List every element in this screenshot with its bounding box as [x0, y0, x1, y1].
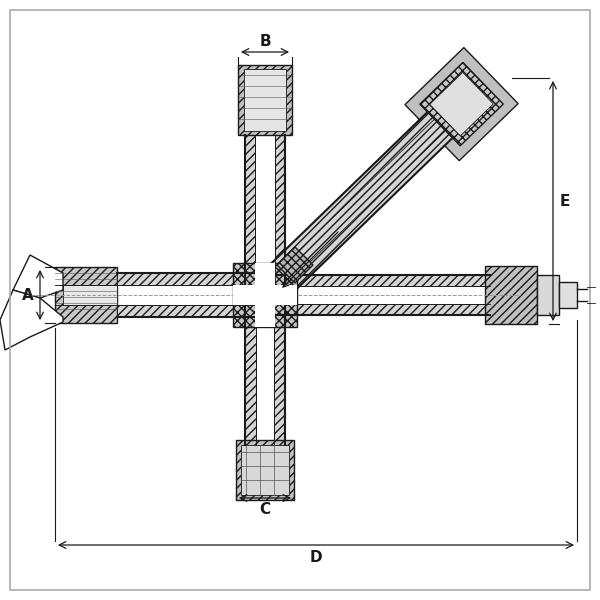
Circle shape — [452, 94, 472, 114]
Bar — [117, 305, 270, 317]
Bar — [559, 282, 577, 308]
Text: D: D — [310, 550, 322, 565]
Bar — [63, 285, 117, 305]
Text: B: B — [259, 34, 271, 49]
Bar — [274, 305, 285, 445]
Bar — [485, 266, 537, 324]
Bar — [238, 65, 292, 135]
Circle shape — [457, 99, 467, 109]
Polygon shape — [268, 112, 452, 293]
Bar — [245, 135, 255, 285]
Bar — [55, 267, 117, 323]
Polygon shape — [430, 73, 493, 136]
Polygon shape — [277, 247, 313, 283]
Bar — [241, 445, 289, 495]
Bar — [255, 263, 275, 327]
Bar — [245, 305, 256, 445]
Bar — [244, 69, 286, 131]
Polygon shape — [13, 255, 63, 298]
Bar — [275, 275, 490, 286]
Polygon shape — [405, 47, 518, 161]
Text: A: A — [22, 287, 34, 302]
Text: C: C — [259, 503, 271, 517]
Bar — [233, 285, 297, 305]
Bar — [275, 135, 285, 285]
Bar — [117, 273, 270, 285]
Polygon shape — [233, 263, 297, 327]
Text: E: E — [560, 193, 570, 208]
Polygon shape — [420, 62, 503, 146]
Polygon shape — [0, 290, 63, 350]
Bar — [236, 440, 294, 500]
Bar — [275, 304, 490, 315]
Bar — [537, 275, 559, 315]
